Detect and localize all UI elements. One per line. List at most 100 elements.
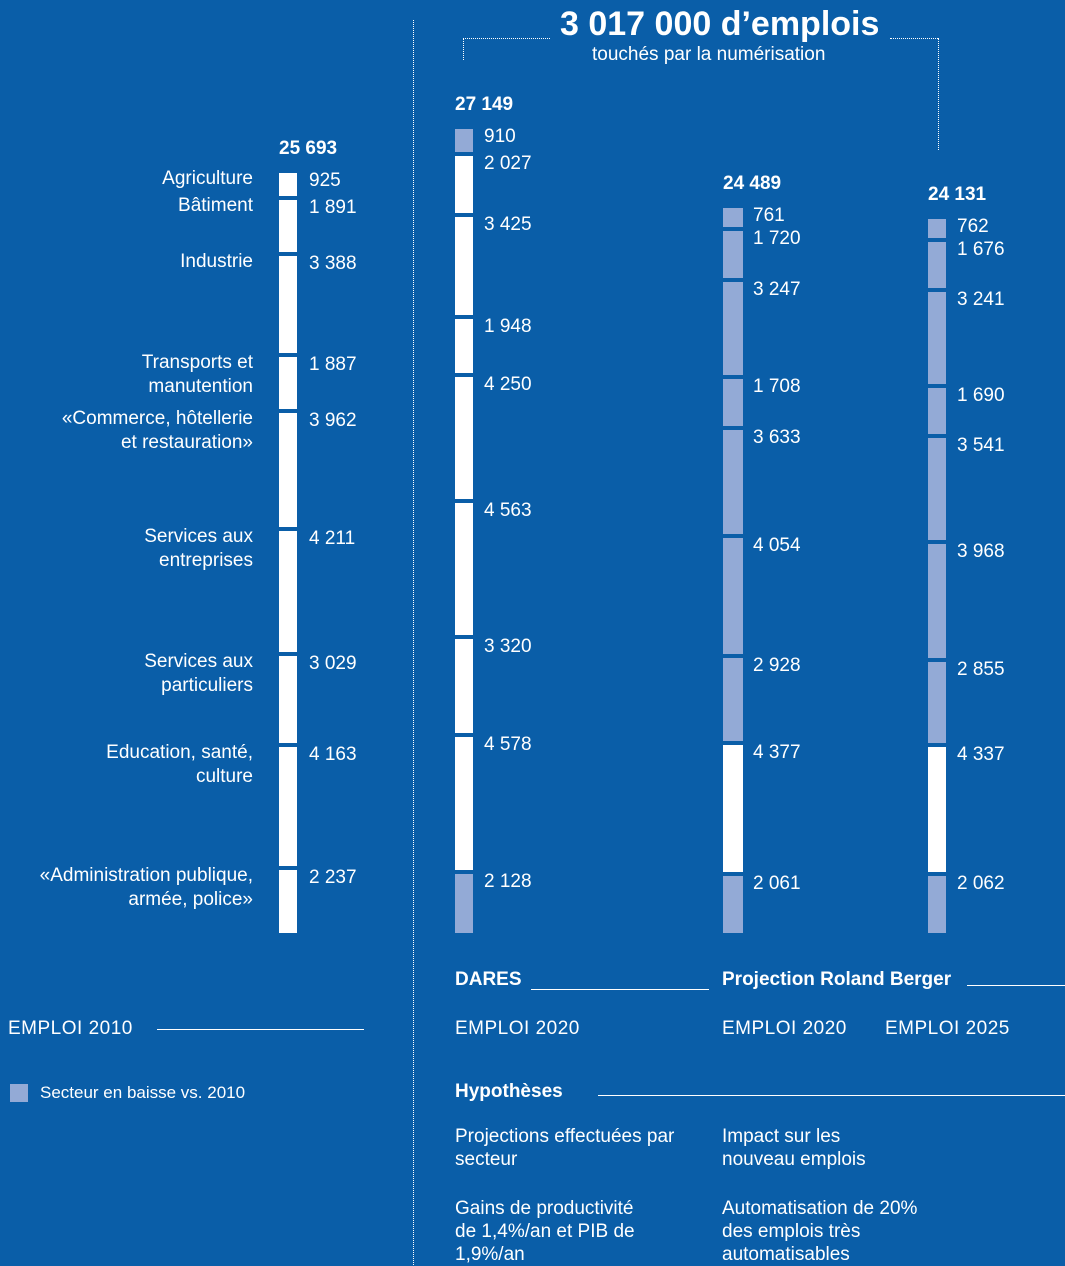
value-label: 2 061 [753, 872, 801, 894]
connector-right-h [890, 38, 938, 39]
hypothesis-3: Impact sur les nouveau emplois [722, 1126, 866, 1170]
hypothesis-1: Projections effectuées par secteur [455, 1126, 675, 1170]
sector-label-line: Industrie [180, 251, 253, 273]
sector-label: Agriculture [3, 167, 253, 191]
hypothesis-2: Gains de productivité de 1,4%/an et PIB … [455, 1198, 635, 1265]
value-label: 3 241 [957, 288, 1005, 310]
sector-label-line: entreprises [159, 550, 253, 572]
hypotheses-title: Hypothèses [455, 1081, 563, 1102]
bar-segment [928, 388, 946, 435]
dares-rule [531, 989, 709, 990]
sector-label: Services aux entreprises [3, 525, 253, 573]
value-label: 2 062 [957, 872, 1005, 894]
value-label: 2 128 [484, 870, 532, 892]
bar-segment [723, 208, 743, 228]
value-label: 3 425 [484, 213, 532, 235]
sector-label: «Administration publique, armée, police» [3, 864, 253, 912]
value-label: 2 928 [753, 655, 801, 677]
bar-segment [279, 357, 297, 410]
bar-segment [928, 219, 946, 238]
center-divider [413, 20, 414, 1265]
value-label: 1 676 [957, 238, 1005, 260]
sector-label-line: «Administration publique, [39, 865, 253, 887]
value-label: 3 962 [309, 410, 357, 432]
bar-segment [928, 746, 946, 872]
sector-label-line: culture [195, 765, 253, 787]
sector-label-line: Agriculture [162, 167, 253, 189]
bar-segment [723, 378, 743, 426]
value-label: 3 320 [484, 635, 532, 657]
bar-segment [455, 318, 473, 373]
value-label: 3 541 [957, 435, 1005, 457]
sector-label: Industrie [3, 250, 253, 274]
legend-decline-text: Secteur en baisse vs. 2010 [40, 1083, 246, 1102]
emploi-2020-rb-label: EMPLOI 2020 [722, 1018, 847, 1039]
value-label: 4 211 [309, 528, 356, 550]
sector-label-line: et restauration» [120, 432, 253, 454]
connector-left-v [463, 38, 464, 60]
emploi-2020-dares-label: EMPLOI 2020 [455, 1018, 580, 1039]
value-label: 2 237 [309, 867, 357, 889]
value-label: 4 054 [753, 534, 801, 556]
connector-left-h [463, 38, 550, 39]
bar-segment [455, 502, 473, 635]
bar-segment [279, 256, 297, 354]
sector-label-line: Bâtiment [178, 195, 253, 217]
connector-right-v [938, 38, 939, 150]
bar-segment [928, 661, 946, 743]
sector-label-line: «Commerce, hôtellerie [61, 408, 253, 430]
dares-label: DARES [455, 969, 522, 990]
sector-label: Transports et manutention [3, 351, 253, 399]
sector-label-line: Education, santé, [106, 741, 253, 763]
value-label: 3 247 [753, 279, 801, 301]
sector-label-line: manutention [148, 376, 253, 398]
headline-title: 3 017 000 d’emplois [560, 5, 880, 43]
value-label: 1 708 [753, 375, 801, 397]
bar-segment [928, 241, 946, 288]
sector-label: Services aux particuliers [3, 650, 253, 698]
value-label: 3 388 [309, 253, 357, 275]
bar-segment [279, 531, 297, 653]
bar-total-3: 24 489 [723, 173, 782, 195]
value-label: 1 720 [753, 228, 801, 250]
bar-segment [723, 282, 743, 375]
value-label: 1 690 [957, 385, 1005, 407]
value-label: 4 563 [484, 499, 532, 521]
value-label: 4 250 [484, 373, 532, 395]
value-label: 1 948 [484, 315, 532, 337]
bar-total-1: 25 693 [279, 137, 338, 159]
bar-segment [279, 200, 297, 253]
bar-segment [279, 870, 297, 933]
hypotheses-rule [598, 1095, 1065, 1096]
value-label: 761 [753, 205, 785, 227]
bar-segment [455, 737, 473, 870]
sector-label: Education, santé, culture [3, 741, 253, 789]
bar-segment [723, 537, 743, 655]
roland-berger-rule [967, 985, 1065, 986]
bar-segment [723, 875, 743, 933]
value-label: 1 891 [309, 197, 357, 219]
bar-segment [928, 438, 946, 540]
value-label: 2 855 [957, 658, 1005, 680]
roland-berger-label: Projection Roland Berger [722, 969, 952, 990]
emploi-2025-label: EMPLOI 2025 [885, 1018, 1010, 1039]
legend-decline-swatch [10, 1084, 28, 1102]
value-label: 2 027 [484, 153, 532, 175]
bar-segment [928, 291, 946, 384]
bar-total-2: 27 149 [455, 94, 514, 116]
bar-segment [455, 216, 473, 315]
hypothesis-4: Automatisation de 20% des emplois très a… [722, 1198, 918, 1265]
bar-segment [723, 231, 743, 279]
sector-label-line: particuliers [161, 675, 253, 697]
value-label: 4 337 [957, 743, 1005, 765]
bar-segment [455, 156, 473, 213]
bar-segment [928, 543, 946, 658]
emploi-2010-label: EMPLOI 2010 [8, 1018, 133, 1039]
bar-segment [455, 873, 473, 933]
sector-label-line: Services aux [144, 526, 253, 548]
sector-label: «Commerce, hôtellerie et restauration» [3, 407, 253, 455]
value-label: 910 [484, 126, 516, 148]
sector-label-line: Services aux [144, 651, 253, 673]
value-label: 3 968 [957, 540, 1005, 562]
value-label: 3 633 [753, 426, 801, 448]
